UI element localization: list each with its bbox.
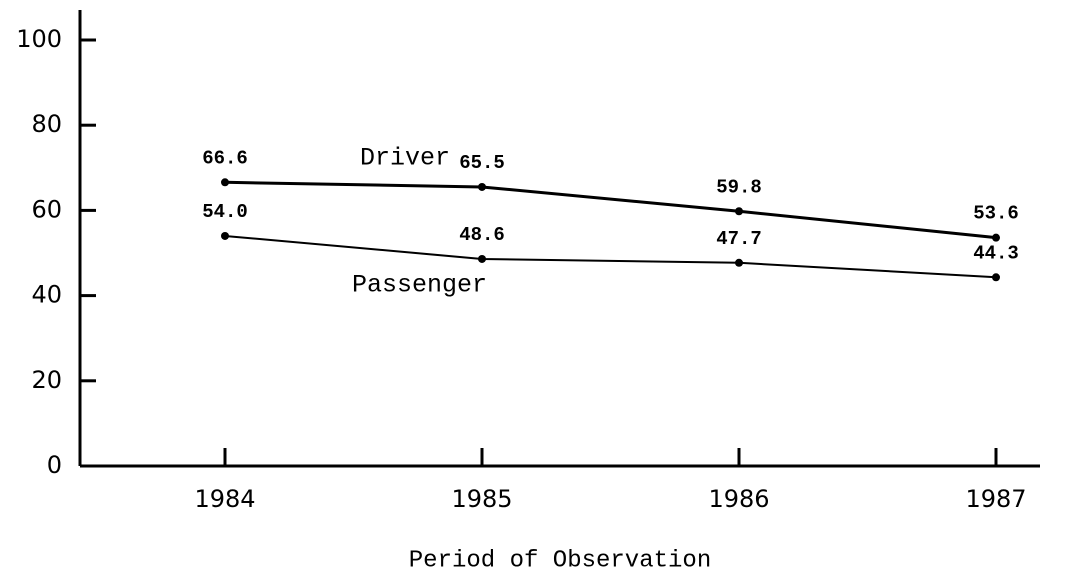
data-point — [478, 182, 486, 191]
data-label: 54.0 — [202, 201, 248, 223]
data-label: 66.6 — [202, 147, 248, 169]
y-tick-label: 0 — [47, 451, 62, 479]
x-tick-label: 1986 — [708, 485, 769, 513]
data-point — [221, 178, 229, 187]
y-tick-label: 20 — [31, 366, 62, 394]
series-label: Driver — [360, 144, 450, 173]
data-label: 47.7 — [716, 228, 762, 250]
data-point — [221, 231, 229, 240]
y-tick-label: 80 — [31, 110, 62, 138]
data-point — [992, 273, 1000, 282]
x-axis-label: Period of Observation — [409, 547, 711, 574]
y-tick-label: 60 — [31, 195, 62, 223]
data-label: 48.6 — [459, 224, 505, 246]
data-point — [992, 233, 1000, 242]
data-label: 65.5 — [459, 152, 505, 174]
data-point — [735, 207, 743, 216]
y-tick-label: 100 — [16, 25, 62, 53]
data-label: 59.8 — [716, 176, 762, 198]
x-tick-label: 1985 — [451, 485, 512, 513]
data-label: 44.3 — [973, 242, 1019, 264]
series-label: Passenger — [352, 271, 487, 300]
series-line — [224, 234, 997, 279]
data-label: 53.6 — [973, 203, 1019, 225]
data-point — [735, 258, 743, 267]
y-tick-label: 40 — [31, 281, 62, 309]
x-tick-label: 1984 — [194, 485, 255, 513]
data-point — [478, 254, 486, 263]
series-line — [224, 180, 997, 240]
x-tick-label: 1987 — [965, 485, 1026, 513]
